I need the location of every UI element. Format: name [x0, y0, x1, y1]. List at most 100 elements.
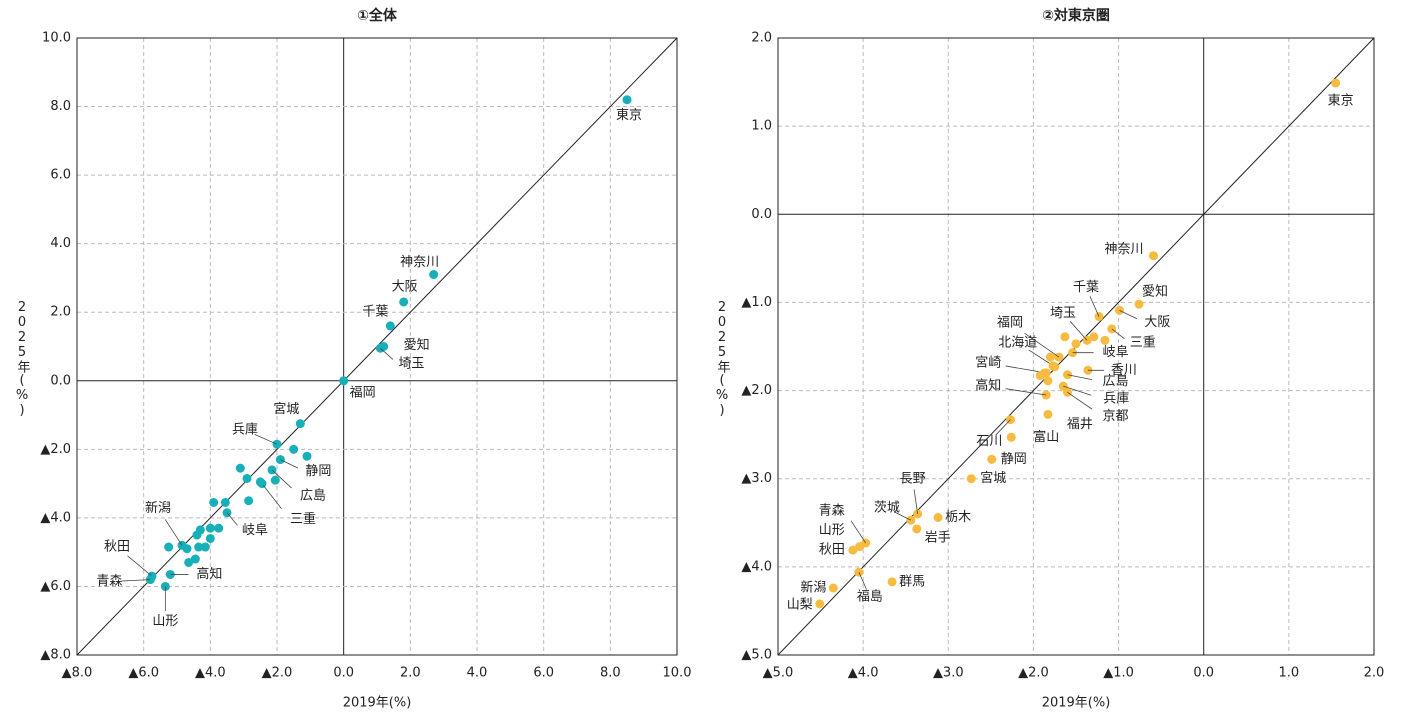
point — [244, 496, 254, 506]
x-tick-label: ▲3.0 — [933, 666, 964, 681]
point-label: 京都 — [1102, 409, 1128, 424]
x-tick-label: ▲2.0 — [1018, 666, 1049, 681]
point-label: 石川 — [976, 434, 1002, 449]
point — [190, 554, 200, 564]
point — [1071, 339, 1081, 349]
point-label: 青森 — [96, 574, 122, 589]
chart-title: ②対東京圏 — [1042, 7, 1110, 24]
leader-line — [1063, 385, 1092, 396]
point-label: 茨城 — [874, 501, 900, 516]
point-label: 高知 — [975, 377, 1001, 393]
point — [933, 512, 943, 522]
point-label: 新潟 — [145, 500, 171, 516]
point-label: 宮城 — [980, 470, 1006, 486]
point-label: 福島 — [857, 590, 883, 605]
x-tick-label: 1.0 — [1279, 666, 1300, 681]
point-label: 山梨 — [787, 597, 813, 612]
point-label: 兵庫 — [1103, 392, 1129, 407]
y-tick-label: ▲4.0 — [741, 559, 772, 574]
point — [429, 270, 439, 280]
leader-line — [1067, 374, 1093, 380]
point — [815, 599, 825, 609]
point-label: 群馬 — [899, 574, 925, 589]
point-label: 富山 — [1033, 429, 1059, 445]
point-label: 青森 — [819, 504, 845, 519]
leader-line — [995, 419, 1011, 436]
point — [1006, 432, 1016, 442]
y-tick-label: 10.0 — [42, 31, 71, 46]
point — [385, 321, 395, 331]
point-label: 山形 — [819, 523, 845, 538]
leader-line — [913, 489, 919, 515]
y-tick-label: ▲8.0 — [40, 648, 71, 663]
point — [1134, 299, 1144, 309]
point — [848, 545, 858, 555]
x-tick-label: 8.0 — [600, 666, 621, 681]
y-tick-label: ▲4.0 — [40, 510, 71, 525]
x-tick-label: ▲8.0 — [62, 666, 93, 681]
point — [1089, 332, 1099, 342]
point-label: 新潟 — [800, 580, 826, 596]
leader-line — [164, 519, 183, 546]
point-label: 高知 — [196, 566, 222, 582]
point-label: 福井 — [1067, 417, 1093, 432]
point-label: 愛知 — [404, 337, 430, 353]
leader-line — [1024, 332, 1060, 358]
x-tick-label: ▲1.0 — [1103, 666, 1134, 681]
point — [399, 297, 409, 307]
leader-line — [121, 579, 151, 582]
point-label: 栃木 — [945, 510, 971, 525]
point — [289, 444, 299, 454]
y-tick-label: ▲2.0 — [40, 442, 71, 457]
leader-line — [271, 469, 292, 489]
y-axis-label: 2025年(%) — [715, 300, 731, 418]
y-tick-label: 8.0 — [50, 99, 71, 114]
point — [182, 544, 192, 554]
point — [1331, 78, 1341, 88]
leader-line — [226, 512, 238, 526]
point-label: 福岡 — [997, 316, 1023, 331]
point — [622, 95, 632, 105]
leader-line — [893, 511, 912, 521]
y-tick-label: 2.0 — [50, 305, 71, 320]
y-tick-label: 0.0 — [50, 373, 71, 388]
point — [184, 557, 194, 567]
point — [270, 475, 280, 485]
point — [887, 577, 897, 587]
point-label: 岩手 — [925, 530, 951, 545]
x-tick-label: ▲5.0 — [763, 666, 794, 681]
y-tick-label: ▲1.0 — [741, 295, 772, 310]
y-tick-label: 1.0 — [751, 119, 772, 134]
x-tick-label: 0.0 — [333, 666, 354, 681]
point — [1035, 371, 1045, 381]
point — [302, 451, 312, 461]
point — [1100, 335, 1110, 345]
point-label: 東京 — [1328, 92, 1354, 108]
y-axis-label: 2025年(%) — [15, 300, 31, 418]
point — [1060, 332, 1070, 342]
x-tick-label: ▲2.0 — [262, 666, 293, 681]
point — [220, 497, 230, 507]
point-label: 秋田 — [819, 543, 845, 558]
point — [235, 463, 245, 473]
point — [164, 542, 174, 552]
y-tick-label: 0.0 — [751, 207, 772, 222]
point — [966, 474, 976, 484]
point-label: 大阪 — [1144, 315, 1170, 330]
point-label: 静岡 — [305, 464, 331, 479]
y-tick-label: ▲2.0 — [741, 383, 772, 398]
y-tick-label: 2.0 — [751, 31, 772, 46]
point — [214, 523, 224, 533]
point-label: 埼玉 — [398, 357, 424, 372]
point-label: 愛知 — [1142, 284, 1168, 300]
x-tick-label: 2.0 — [400, 666, 421, 681]
plot-frame — [76, 37, 678, 656]
point — [194, 542, 204, 552]
leader-line — [280, 459, 299, 469]
point-label: 東京 — [616, 107, 642, 123]
point-label: 兵庫 — [232, 423, 258, 438]
leader-line — [254, 434, 278, 445]
point — [200, 542, 210, 552]
point — [255, 477, 265, 487]
